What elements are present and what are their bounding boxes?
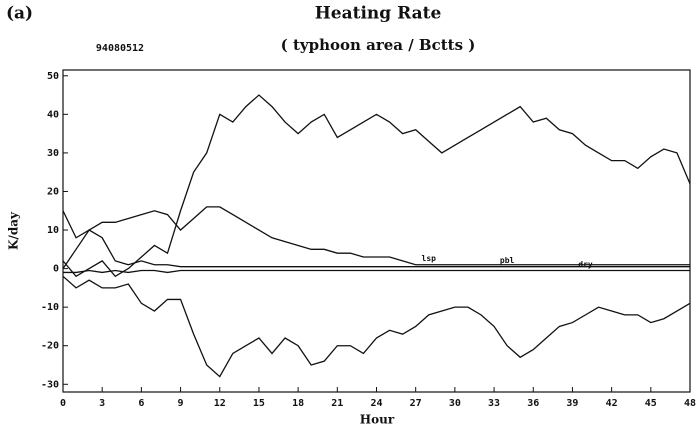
chart-subtitle: ( typhoon area / Bctts ) (281, 36, 476, 54)
x-axis-label: Hour (360, 413, 395, 427)
series-label: dry (578, 260, 593, 269)
y-tick-label: -30 (41, 379, 59, 390)
annotation: 94080512 (96, 43, 144, 54)
y-tick-label: 20 (47, 186, 59, 197)
x-tick-label: 27 (410, 398, 422, 409)
series-line (62, 206, 690, 266)
series-line (63, 269, 690, 274)
x-tick-label: 18 (292, 398, 304, 409)
y-tick-label: -20 (41, 341, 59, 352)
x-tick-label: 48 (684, 398, 696, 409)
x-tick-label: 12 (214, 398, 226, 409)
series-label: pbl (500, 256, 515, 265)
x-tick-label: 45 (645, 398, 657, 409)
plot-frame (62, 69, 691, 393)
y-tick-label: -10 (41, 302, 59, 313)
series-line (62, 229, 690, 269)
x-tick-label: 33 (488, 398, 500, 409)
y-axis-label: K/day (7, 211, 21, 250)
series-line (62, 94, 691, 278)
series-label: lsp (422, 254, 437, 263)
y-tick-label: 40 (47, 109, 59, 120)
x-tick-label: 6 (138, 398, 144, 409)
y-tick-label: 0 (53, 264, 59, 275)
x-tick-label: 39 (566, 398, 578, 409)
x-tick-label: 3 (99, 398, 105, 409)
series-line (62, 275, 691, 378)
x-tick-label: 9 (178, 398, 184, 409)
chart-title: Heating Rate (315, 4, 442, 24)
x-tick-label: 0 (60, 398, 66, 409)
panel-label: (a) (6, 4, 33, 24)
y-tick-label: 30 (47, 148, 59, 159)
x-tick-label: 24 (370, 398, 382, 409)
x-tick-label: 36 (527, 398, 539, 409)
x-tick-label: 30 (449, 398, 461, 409)
x-tick-label: 15 (253, 398, 265, 409)
y-tick-label: 10 (47, 225, 59, 236)
x-tick-label: 42 (606, 398, 618, 409)
y-tick-label: 50 (47, 71, 59, 82)
x-tick-label: 21 (331, 398, 343, 409)
